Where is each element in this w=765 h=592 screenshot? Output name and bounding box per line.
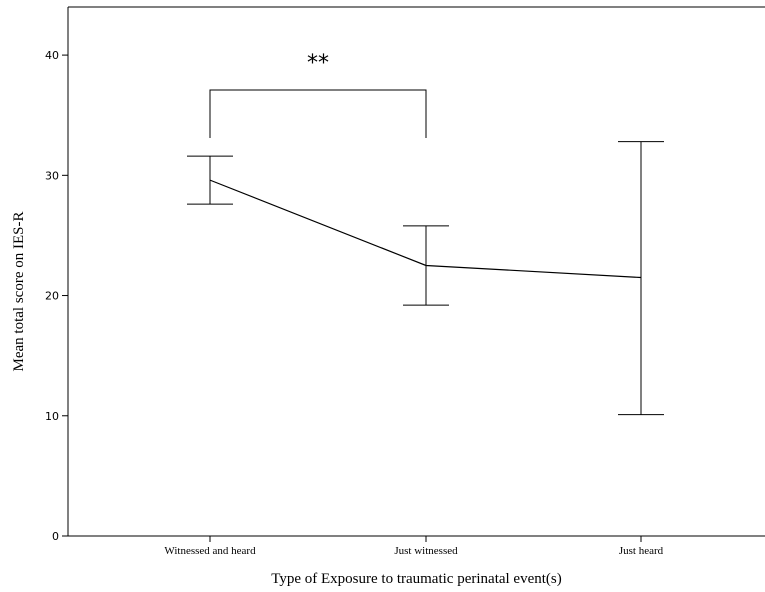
- error-bars: [187, 141, 664, 416]
- mean-line: [209, 179, 642, 279]
- x-tick-label: Just witnessed: [394, 545, 458, 557]
- significance-label: **: [307, 51, 329, 76]
- x-axis-title: Type of Exposure to traumatic perinatal …: [271, 571, 562, 587]
- annotations: **: [209, 51, 427, 139]
- x-tick-label: Witnessed and heard: [164, 545, 256, 557]
- y-tick-label: 10: [45, 410, 59, 423]
- y-axis-title: Mean total score on IES-R: [11, 212, 27, 372]
- y-tick-label: 30: [45, 169, 59, 182]
- x-axis-categories: Witnessed and heard Just witnessed Just he…: [164, 536, 664, 557]
- axes: [67, 6, 765, 537]
- y-tick-label: 40: [45, 49, 59, 62]
- y-axis-ticks: 0 10 20 30 40: [45, 49, 68, 543]
- y-tick-label: 20: [45, 290, 59, 303]
- x-tick-label: Just heard: [619, 545, 664, 557]
- significance-bracket: [209, 89, 427, 139]
- series: [209, 179, 642, 279]
- y-tick-label: 0: [52, 530, 59, 543]
